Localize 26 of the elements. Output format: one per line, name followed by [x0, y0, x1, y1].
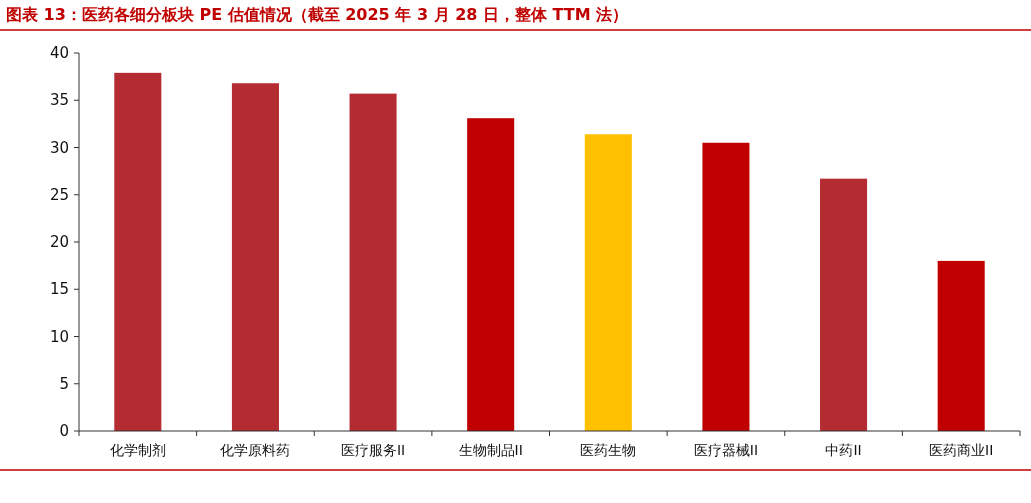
bar — [349, 93, 397, 431]
y-tick-label: 0 — [59, 422, 69, 440]
x-tick-label: 医疗器械II — [693, 442, 759, 458]
bar — [937, 260, 985, 431]
y-tick-label: 40 — [49, 44, 69, 62]
x-tick-label: 化学制剂 — [109, 442, 166, 458]
bar — [702, 142, 750, 431]
x-tick-label: 医药生物 — [580, 442, 637, 458]
y-tick-label: 30 — [49, 138, 69, 157]
bar — [584, 134, 632, 431]
y-tick-label: 20 — [49, 233, 69, 251]
chart-title: 图表 13：医药各细分板块 PE 估值情况（截至 2025 年 3 月 28 日，整体 TTM 法） — [6, 5, 629, 24]
x-tick-label: 化学原料药 — [220, 442, 291, 458]
y-tick-label: 10 — [49, 327, 69, 346]
x-tick-label: 医药商业II — [929, 442, 994, 458]
x-tick-label: 中药II — [825, 442, 862, 458]
x-tick-label: 医疗服务II — [340, 442, 406, 458]
x-tick-label: 生物制品II — [458, 442, 523, 458]
y-tick-label: 25 — [49, 185, 69, 204]
bar — [467, 118, 515, 431]
bar — [231, 83, 279, 431]
bar — [820, 178, 868, 431]
y-tick-label: 35 — [49, 91, 69, 110]
y-tick-label: 5 — [59, 374, 69, 393]
bar — [114, 72, 162, 431]
y-tick-label: 15 — [49, 280, 69, 299]
